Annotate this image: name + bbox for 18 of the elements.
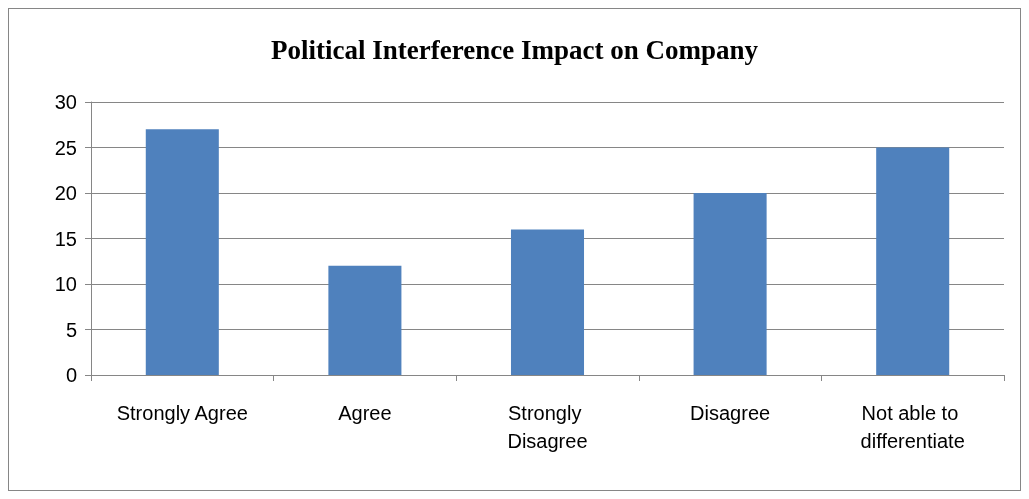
y-tick-label: 10 bbox=[54, 273, 77, 295]
y-tick-label: 5 bbox=[65, 318, 77, 341]
bar bbox=[328, 265, 402, 375]
x-tick-label: Agree bbox=[338, 402, 392, 424]
y-tick-label: 15 bbox=[54, 227, 77, 250]
y-tick-label: 0 bbox=[65, 364, 77, 386]
x-tick-label: Strongly Agree bbox=[116, 402, 248, 424]
bar bbox=[693, 193, 767, 375]
x-tick-label: Not able to differentiate bbox=[860, 402, 965, 452]
chart-title: Political Interference Impact on Company bbox=[271, 34, 759, 65]
y-tick-label: 30 bbox=[54, 91, 77, 113]
bar bbox=[510, 229, 585, 375]
bar bbox=[145, 129, 219, 375]
x-tick-label: Disagree bbox=[690, 402, 771, 424]
x-tick-label: Strongly Disagree bbox=[507, 402, 588, 452]
y-tick-label: 25 bbox=[54, 136, 77, 159]
y-tick-label: 20 bbox=[54, 182, 77, 204]
bar bbox=[876, 147, 950, 375]
